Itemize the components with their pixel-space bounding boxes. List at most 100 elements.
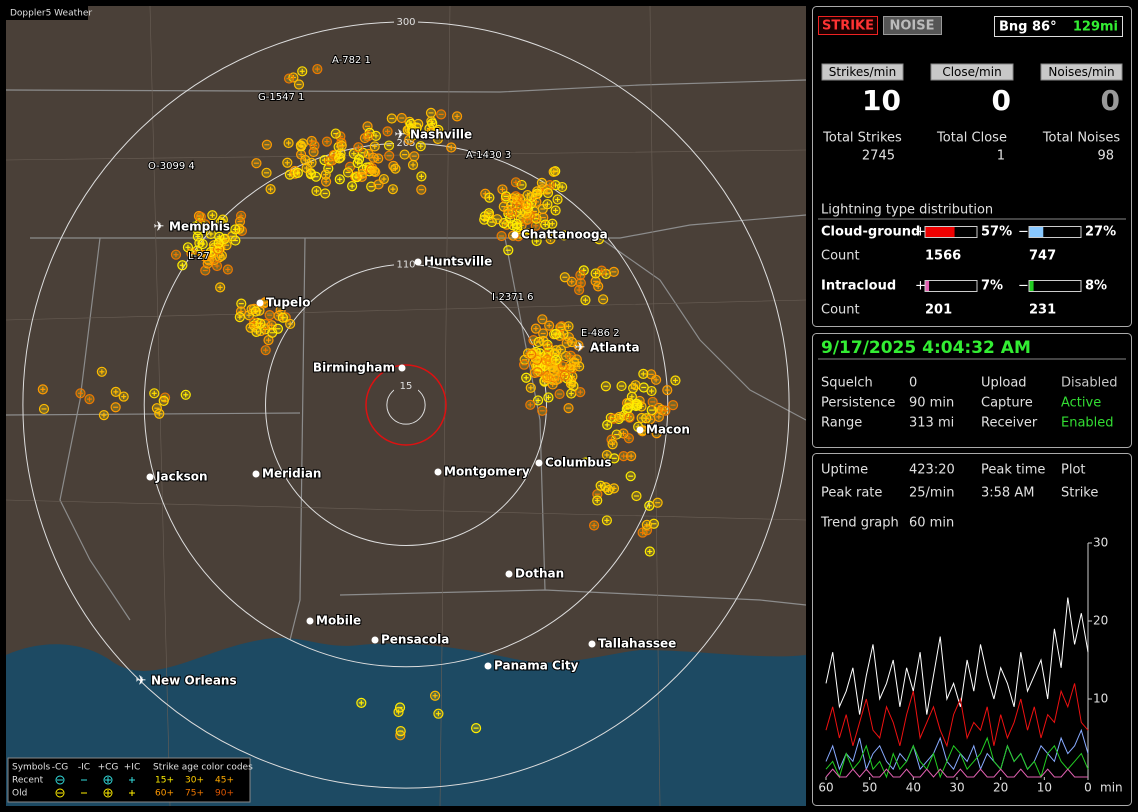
percent-bar-bg	[924, 280, 978, 292]
rate-header-bg	[930, 63, 1014, 81]
city-dot	[588, 640, 596, 648]
setting-value: 90 min	[909, 396, 954, 411]
legend-age: 75+	[185, 789, 204, 799]
distribution-title: Lightning type distribution	[821, 203, 993, 218]
total-label: Total Close	[936, 131, 1007, 146]
city-label: Chattanooga	[521, 228, 608, 242]
stat-value: 25/min	[909, 486, 954, 501]
ring-label: 15	[400, 381, 413, 392]
city-dot	[414, 258, 422, 266]
stat-label: Uptime	[821, 463, 868, 478]
app-title-bg	[6, 6, 88, 20]
rate-header-bg	[1040, 63, 1123, 81]
airport-icon: ✈	[575, 341, 586, 356]
airport-icon: ✈	[395, 128, 406, 143]
cell-label: O-3099 4	[148, 161, 195, 172]
city-label: Meridian	[262, 467, 321, 481]
cell-label: E-486 2	[581, 328, 620, 339]
x-unit: min	[1100, 781, 1123, 795]
sign: +	[915, 279, 926, 294]
city-label: Birmingham	[313, 361, 395, 375]
total-label: Total Strikes	[822, 131, 902, 146]
rate-value: 0	[1101, 84, 1120, 117]
city-dot	[511, 231, 519, 239]
city-dot	[371, 636, 379, 644]
app-title: Doppler5 Weather	[10, 9, 92, 19]
map: 15 110 205 300	[6, 6, 806, 806]
city-label: Montgomery	[444, 465, 530, 479]
setting-value: Disabled	[1061, 376, 1117, 391]
city-label: Panama City	[494, 659, 579, 673]
city-label: Jackson	[155, 470, 208, 484]
city-label: Columbus	[545, 456, 612, 470]
ring-label-bg	[394, 379, 418, 392]
y-tick-label: 10	[1093, 692, 1108, 706]
cell-label: A-782 1	[332, 55, 371, 66]
setting-value: 0	[909, 376, 917, 391]
trend-panel	[812, 453, 1132, 806]
x-tick-label: 60	[818, 781, 833, 795]
x-tick-label: 40	[906, 781, 921, 795]
setting-value: 313 mi	[909, 416, 954, 431]
city-label: New Orleans	[151, 674, 237, 688]
setting-value: Active	[1061, 396, 1101, 411]
percent-label: 57%	[981, 225, 1012, 240]
legend-row: Recent	[12, 776, 44, 786]
legend-column: +CG	[98, 763, 119, 773]
count-value: 747	[1029, 249, 1056, 264]
ring-label-bg	[394, 15, 418, 28]
trend-line	[825, 683, 1089, 748]
percent-bar-bg	[1028, 280, 1082, 292]
y-tick-label: 30	[1093, 536, 1108, 550]
city-dot	[256, 299, 264, 307]
city-label: Pensacola	[381, 633, 449, 647]
city-dot	[398, 364, 406, 372]
percent-label: 27%	[1085, 225, 1116, 240]
city-dot	[306, 617, 314, 625]
total-value: 2745	[862, 149, 895, 164]
map-overlay: ✈ Nashville ✈ Memphis Chattanooga Huntsville T…	[7, 54, 691, 803]
ring-label-bg	[394, 258, 418, 271]
legend-age: 90+	[215, 789, 234, 799]
count-value: 1566	[925, 249, 961, 264]
x-tick-label: 10	[1037, 781, 1052, 795]
airport-icon: ✈	[154, 220, 165, 235]
noise-button-label[interactable]: NOISE	[889, 19, 934, 34]
count-label: Count	[821, 303, 860, 318]
type-name: Intracloud	[821, 279, 896, 294]
x-tick-label: 30	[949, 781, 964, 795]
stat-label: Peak time	[981, 463, 1045, 478]
type-name: Cloud-ground	[821, 225, 920, 240]
cell-label: I-2371 6	[492, 292, 534, 303]
strike-button[interactable]	[818, 16, 878, 35]
city-label: Dothan	[515, 567, 564, 581]
percent-bar	[925, 281, 930, 291]
stat-label: Trend graph	[820, 516, 899, 531]
status-panel	[812, 6, 1132, 327]
y-tick-label: 20	[1093, 614, 1108, 628]
noise-button[interactable]	[883, 16, 942, 35]
trend-line	[825, 736, 1089, 779]
percent-bar	[1029, 281, 1034, 291]
percent-label: 8%	[1085, 279, 1107, 294]
rate-header: Strikes/min	[829, 65, 896, 79]
strike-button-label[interactable]: STRIKE	[822, 19, 874, 34]
ring-label: 300	[396, 17, 415, 28]
sign: −	[1018, 279, 1029, 294]
legend-age: 45+	[215, 776, 234, 786]
city-label: Memphis	[169, 220, 230, 234]
settings-panel	[812, 333, 1132, 448]
ring-label: 110	[396, 260, 415, 271]
percent-bar	[925, 227, 955, 237]
ring-label: 205	[396, 138, 415, 149]
legend-column: -IC	[78, 763, 90, 773]
percent-label: 7%	[981, 279, 1003, 294]
clock: 9/17/2025 4:04:32 AM	[821, 338, 1031, 358]
stat-label: Plot	[1061, 463, 1086, 478]
total-value: 98	[1097, 149, 1114, 164]
percent-bar	[1029, 227, 1044, 237]
state-borders	[6, 79, 806, 641]
panels: STRIKE NOISE Bng 86° 129miStrikes/min10Tota…	[818, 16, 1126, 795]
sign: −	[1018, 225, 1029, 240]
city-label: Huntsville	[424, 255, 492, 269]
